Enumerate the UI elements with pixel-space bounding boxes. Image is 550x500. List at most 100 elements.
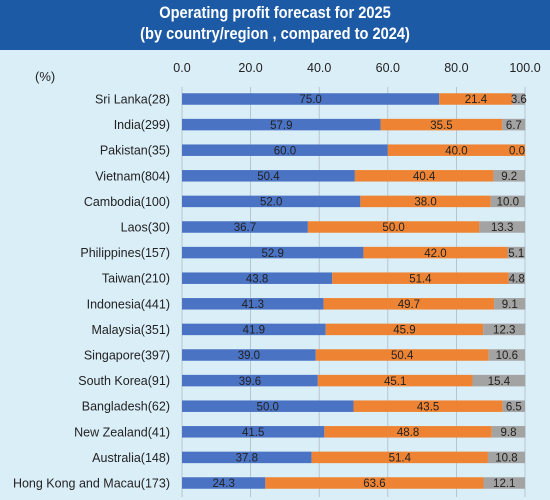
category-label: South Korea(91)	[78, 374, 170, 388]
bar-segment	[311, 451, 488, 464]
bar-segment	[182, 272, 333, 284]
bar-segment	[380, 118, 503, 131]
data-label: 42.0	[424, 248, 446, 260]
bar-segment	[472, 374, 526, 387]
data-label: 52.9	[262, 248, 284, 260]
bar-segment	[182, 144, 388, 156]
chart-title-line-2: (by country/region , compared to 2024)	[140, 24, 410, 43]
data-label: 3.6	[511, 94, 527, 106]
bar-segment	[508, 272, 525, 284]
bar-segment	[387, 144, 525, 156]
bar-segment	[315, 349, 489, 361]
category-label: Vietnam(804)	[95, 169, 170, 183]
bar-segment	[307, 221, 480, 233]
bar-segment	[360, 195, 491, 208]
category-label: Malaysia(351)	[91, 323, 170, 337]
category-label: Indonesia(441)	[87, 297, 170, 311]
bar-segment	[182, 400, 354, 412]
data-label: 10.6	[496, 350, 518, 362]
data-label: 39.6	[239, 376, 261, 388]
data-label: 51.4	[409, 273, 432, 285]
data-label: 39.0	[238, 350, 260, 362]
bar-segment	[323, 298, 495, 310]
category-label: Taiwan(210)	[102, 272, 170, 286]
data-label: 50.0	[382, 222, 404, 234]
category-label: Singapore(397)	[84, 349, 170, 363]
bar-segment	[325, 323, 484, 336]
bar-segment	[491, 426, 526, 438]
data-label: 12.3	[493, 325, 515, 337]
bar-segment	[363, 246, 508, 259]
bar-segment	[182, 221, 308, 233]
bar-segment	[490, 195, 525, 208]
bar-segment	[439, 93, 513, 105]
bar-segment	[493, 170, 525, 182]
bar-segment	[265, 477, 484, 489]
data-label: 41.3	[242, 299, 264, 311]
bar-segment	[512, 93, 525, 105]
bar-segment	[507, 246, 525, 259]
chart-title-line-1: Operating profit forecast for 2025	[159, 3, 391, 22]
data-label: 60.0	[274, 145, 296, 157]
data-label: 75.0	[299, 94, 321, 106]
data-label: 10.0	[497, 197, 519, 209]
data-label: 4.8	[509, 273, 525, 285]
x-tick-label: 20.0	[238, 61, 262, 75]
bar-segment	[182, 195, 361, 208]
data-label: 57.9	[270, 120, 292, 132]
category-label: Bangladesh(62)	[82, 400, 170, 414]
x-tick-label: 40.0	[307, 61, 331, 75]
bar-segment	[182, 477, 266, 489]
data-label: 6.7	[506, 120, 522, 132]
data-label: 45.1	[384, 376, 406, 388]
x-tick-label: 0.0	[173, 61, 190, 75]
category-label: Pakistan(35)	[100, 144, 170, 158]
bar-segment	[502, 400, 525, 412]
category-label: Sri Lanka(28)	[95, 93, 170, 107]
bar-segment	[479, 221, 525, 233]
bar-segment	[182, 451, 312, 464]
data-label: 12.1	[493, 478, 515, 490]
bar-segment	[487, 451, 525, 464]
data-label: 21.4	[465, 94, 488, 106]
data-label: 50.4	[391, 350, 414, 362]
bar-segment	[324, 426, 492, 438]
bar-segment	[353, 400, 503, 412]
bar-segment	[354, 170, 494, 182]
data-label: 9.1	[502, 299, 518, 311]
bar-segment	[182, 349, 316, 361]
bar-segment	[317, 374, 473, 387]
bar-segment	[488, 349, 525, 361]
category-label: Philippines(157)	[80, 246, 170, 260]
bar-segment	[483, 477, 525, 489]
data-label: 41.9	[243, 325, 265, 337]
bar-segment	[483, 323, 526, 336]
data-label: 9.8	[501, 427, 517, 439]
category-label: Hong Kong and Macau(173)	[13, 477, 170, 491]
bar-segment	[182, 246, 364, 259]
category-label: Cambodia(100)	[84, 195, 170, 209]
x-tick-label: 60.0	[376, 61, 400, 75]
bar-segment	[494, 298, 526, 310]
bar-segment	[182, 323, 326, 336]
bar-segment	[182, 426, 325, 438]
category-label: New Zealand(41)	[74, 425, 170, 439]
chart-title-banner: Operating profit forecast for 2025 (by c…	[0, 0, 550, 50]
bar-segment	[182, 298, 324, 310]
data-label: 50.4	[257, 171, 280, 183]
category-label: Laos(30)	[121, 221, 170, 235]
data-label: 13.3	[491, 222, 513, 234]
bars	[182, 93, 526, 489]
data-labels: 75.0 21.4 3.6 57.9 35.5 6.7 60.0 40.0 0.0 50.4 40.…	[212, 94, 526, 490]
data-label: 36.7	[234, 222, 256, 234]
data-label: 45.9	[393, 325, 415, 337]
bar-segment	[502, 118, 526, 131]
bar-segment	[182, 170, 355, 182]
data-label: 40.0	[445, 145, 467, 157]
data-label: 49.7	[398, 299, 420, 311]
category-label: Australia(148)	[92, 451, 170, 465]
data-label: 24.3	[212, 478, 234, 490]
bar-segment	[182, 118, 381, 131]
data-label: 43.8	[246, 273, 268, 285]
